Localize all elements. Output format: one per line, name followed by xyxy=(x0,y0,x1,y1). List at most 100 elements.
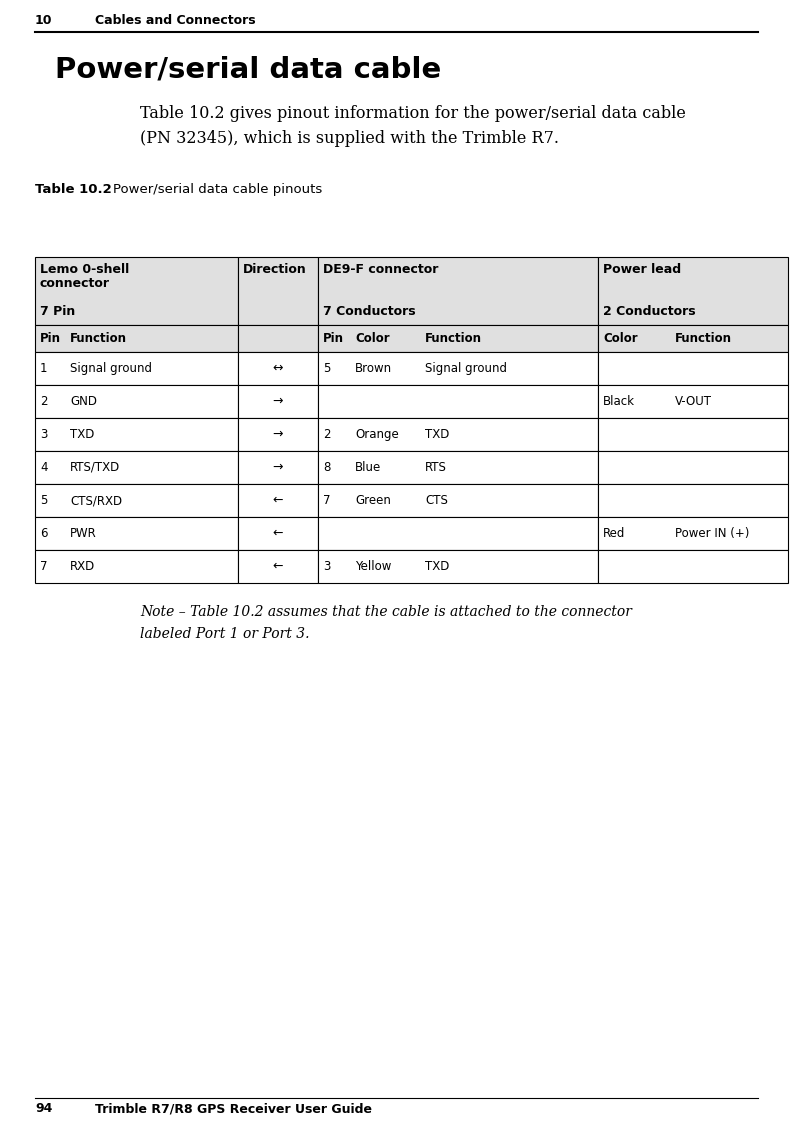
Text: Cables and Connectors: Cables and Connectors xyxy=(95,13,255,27)
Text: 1: 1 xyxy=(40,362,48,376)
Text: Table 10.2 gives pinout information for the power/serial data cable: Table 10.2 gives pinout information for … xyxy=(140,105,686,122)
Bar xyxy=(598,385,788,418)
Text: 5: 5 xyxy=(40,494,48,507)
Bar xyxy=(35,257,238,325)
Text: DE9-F connector: DE9-F connector xyxy=(323,263,439,276)
Bar xyxy=(35,451,238,484)
Text: Function: Function xyxy=(70,332,127,345)
Text: RXD: RXD xyxy=(70,560,95,573)
Text: TXD: TXD xyxy=(425,428,450,441)
Text: ↔: ↔ xyxy=(273,362,283,376)
Text: ←: ← xyxy=(273,494,283,507)
Bar xyxy=(598,418,788,451)
Text: 8: 8 xyxy=(323,461,331,474)
Text: 7 Pin: 7 Pin xyxy=(40,305,75,318)
Bar xyxy=(35,418,238,451)
Bar xyxy=(318,352,598,385)
Bar xyxy=(318,325,598,352)
Text: →: → xyxy=(273,395,283,408)
Text: Table 10.2: Table 10.2 xyxy=(35,183,112,196)
Text: Red: Red xyxy=(603,527,626,540)
Text: →: → xyxy=(273,428,283,441)
Text: Note – Table 10.2 assumes that the cable is attached to the connector: Note – Table 10.2 assumes that the cable… xyxy=(140,605,632,619)
Bar xyxy=(238,451,318,484)
Text: CTS/RXD: CTS/RXD xyxy=(70,494,122,507)
Text: Color: Color xyxy=(603,332,638,345)
Text: connector: connector xyxy=(40,277,110,290)
Text: Pin: Pin xyxy=(323,332,344,345)
Bar xyxy=(238,325,318,352)
Bar xyxy=(35,517,238,550)
Text: GND: GND xyxy=(70,395,97,408)
Text: TXD: TXD xyxy=(425,560,450,573)
Text: 10: 10 xyxy=(35,13,52,27)
Bar xyxy=(35,385,238,418)
Bar xyxy=(35,550,238,583)
Text: Green: Green xyxy=(355,494,391,507)
Bar xyxy=(35,352,238,385)
Bar xyxy=(238,352,318,385)
Text: Direction: Direction xyxy=(243,263,307,276)
Text: 6: 6 xyxy=(40,527,48,540)
Text: Power lead: Power lead xyxy=(603,263,681,276)
Bar xyxy=(318,517,598,550)
Text: Yellow: Yellow xyxy=(355,560,392,573)
Text: Color: Color xyxy=(355,332,389,345)
Bar xyxy=(318,484,598,517)
Text: 7: 7 xyxy=(323,494,331,507)
Text: 94: 94 xyxy=(35,1102,52,1115)
Text: V-OUT: V-OUT xyxy=(675,395,712,408)
Bar xyxy=(318,451,598,484)
Text: TXD: TXD xyxy=(70,428,94,441)
Text: →: → xyxy=(273,461,283,474)
Text: 5: 5 xyxy=(323,362,331,376)
Text: 3: 3 xyxy=(40,428,48,441)
Bar xyxy=(598,325,788,352)
Text: Black: Black xyxy=(603,395,635,408)
Bar xyxy=(318,257,598,325)
Text: (PN 32345), which is supplied with the Trimble R7.: (PN 32345), which is supplied with the T… xyxy=(140,130,559,147)
Bar xyxy=(238,517,318,550)
Text: Signal ground: Signal ground xyxy=(425,362,507,376)
Bar xyxy=(238,550,318,583)
Bar xyxy=(318,418,598,451)
Text: Function: Function xyxy=(675,332,732,345)
Bar xyxy=(238,385,318,418)
Text: 2: 2 xyxy=(323,428,331,441)
Bar xyxy=(238,257,318,325)
Text: 7 Conductors: 7 Conductors xyxy=(323,305,416,318)
Text: ←: ← xyxy=(273,527,283,540)
Bar xyxy=(318,550,598,583)
Text: Brown: Brown xyxy=(355,362,392,376)
Bar xyxy=(598,257,788,325)
Text: Power IN (+): Power IN (+) xyxy=(675,527,749,540)
Text: 4: 4 xyxy=(40,461,48,474)
Text: Signal ground: Signal ground xyxy=(70,362,152,376)
Bar xyxy=(598,451,788,484)
Text: RTS/TXD: RTS/TXD xyxy=(70,461,121,474)
Bar xyxy=(598,550,788,583)
Bar xyxy=(598,517,788,550)
Bar xyxy=(35,325,238,352)
Text: labeled Port 1 or Port 3.: labeled Port 1 or Port 3. xyxy=(140,627,309,641)
Text: 7: 7 xyxy=(40,560,48,573)
Text: ←: ← xyxy=(273,560,283,573)
Bar xyxy=(318,385,598,418)
Text: Orange: Orange xyxy=(355,428,399,441)
Text: 3: 3 xyxy=(323,560,331,573)
Bar xyxy=(238,484,318,517)
Text: Lemo 0-shell: Lemo 0-shell xyxy=(40,263,129,276)
Bar xyxy=(35,484,238,517)
Text: Power/serial data cable: Power/serial data cable xyxy=(55,55,441,83)
Text: Function: Function xyxy=(425,332,482,345)
Text: Pin: Pin xyxy=(40,332,61,345)
Text: CTS: CTS xyxy=(425,494,448,507)
Text: Blue: Blue xyxy=(355,461,381,474)
Bar xyxy=(598,352,788,385)
Text: Trimble R7/R8 GPS Receiver User Guide: Trimble R7/R8 GPS Receiver User Guide xyxy=(95,1102,372,1115)
Bar xyxy=(598,484,788,517)
Bar xyxy=(238,418,318,451)
Text: PWR: PWR xyxy=(70,527,97,540)
Text: 2: 2 xyxy=(40,395,48,408)
Text: Power/serial data cable pinouts: Power/serial data cable pinouts xyxy=(113,183,322,196)
